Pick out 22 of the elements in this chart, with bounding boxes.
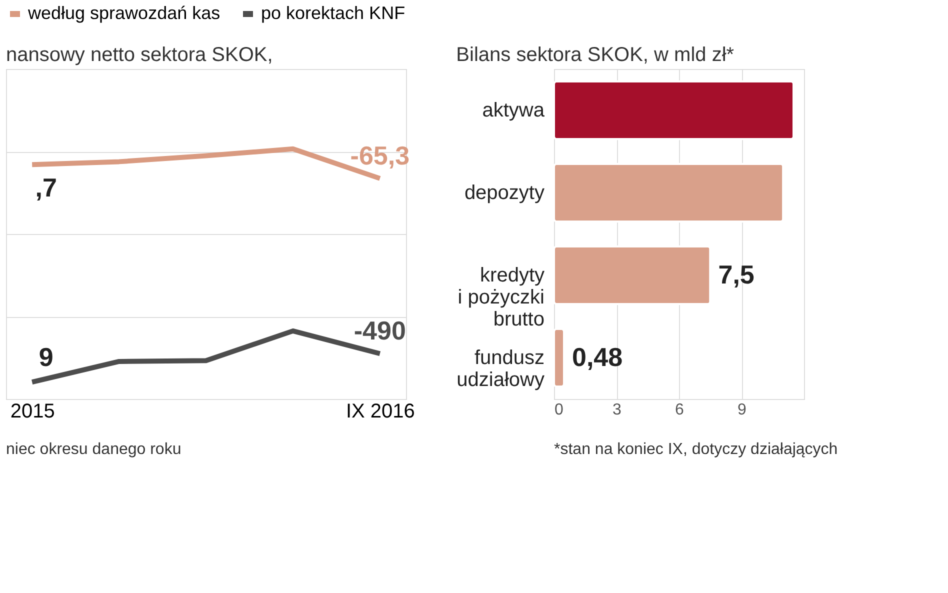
- x-tick-label: IX 2016: [346, 400, 415, 422]
- x-tick-label: 2015: [10, 400, 55, 422]
- x-tick-label: 0: [554, 402, 564, 418]
- legend-label: według sprawozdań kas: [27, 3, 220, 23]
- x-tick-label: 9: [738, 402, 747, 418]
- chart-title: nansowy netto sektora SKOK,: [6, 44, 273, 66]
- y-tick-label: fundusz udziałowy: [456, 346, 544, 391]
- legend-label: po korektach KNF: [261, 3, 406, 23]
- annotation: ,7: [35, 172, 57, 203]
- data-label: 7,5: [718, 259, 754, 290]
- text: *stan na koniec IX, dotyczy działających: [554, 441, 838, 458]
- data-label: -490: [354, 316, 406, 346]
- data-label: 0,48: [572, 342, 623, 372]
- chart-title: Bilans sektora SKOK, w mld zł*: [456, 44, 734, 66]
- y-tick-label: kredyty i pożyczki brutto: [458, 264, 544, 330]
- x-tick-label: 6: [675, 402, 684, 418]
- annotation: 9: [38, 342, 54, 372]
- y-tick-label: depozyty: [464, 182, 544, 204]
- data-label: -65,3: [350, 140, 410, 170]
- y-tick-label: aktywa: [482, 99, 546, 122]
- x-tick-label: 3: [612, 402, 622, 418]
- text: niec okresu danego roku: [6, 441, 182, 458]
